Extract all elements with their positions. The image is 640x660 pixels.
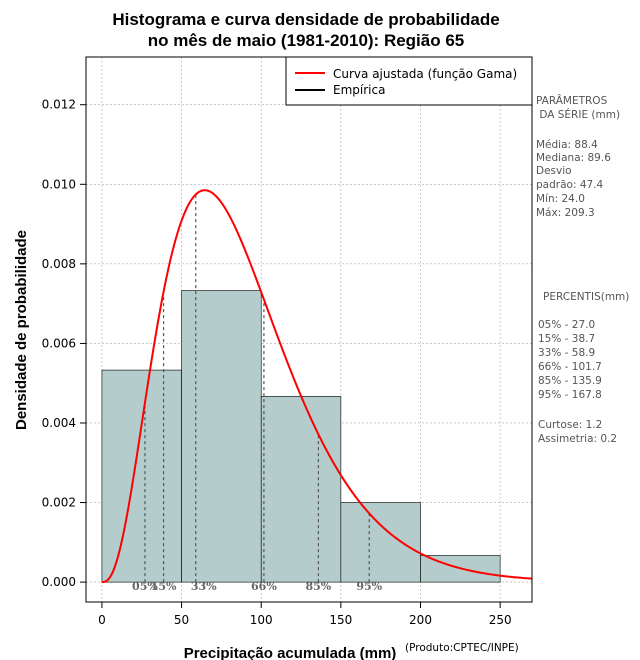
series-parameters-panel: PARÂMETROS DA SÉRIE (mm) Média: 88.4 Med…: [536, 94, 629, 445]
stat-kurtosis: Curtose: 1.2: [538, 419, 602, 431]
stat-skewness: Assimetria: 0.2: [538, 433, 617, 445]
parameters-heading-2: DA SÉRIE (mm): [536, 108, 620, 121]
percentile-label-05%: 05%: [132, 580, 158, 593]
percentile-label-33%: 33%: [191, 580, 217, 593]
percentile-33: 33% - 58.9: [538, 347, 595, 359]
y-tick-label: 0.008: [42, 257, 76, 271]
parameters-heading-1: PARÂMETROS: [536, 94, 608, 107]
stat-mean: Média: 88.4: [536, 139, 598, 151]
x-axis-label: Precipitação acumulada (mm): [184, 645, 397, 660]
x-tick-label: 200: [409, 613, 432, 627]
percentile-markers: 05%15% 33% 66% 85% 95%: [132, 194, 383, 593]
stat-stddev-1: Desvio: [536, 165, 572, 177]
percentile-66: 66% - 101.7: [538, 361, 602, 373]
chart-title-line-2: no mês de maio (1981-2010): Região 65: [148, 31, 465, 50]
x-tick-label: 250: [489, 613, 512, 627]
stat-median: Mediana: 89.6: [536, 152, 611, 164]
x-tick-label: 150: [329, 613, 352, 627]
y-tick-label: 0.004: [42, 416, 76, 430]
y-axis: 0.000 0.002 0.004 0.006 0.008 0.010 0.012: [42, 98, 86, 589]
x-axis: 0 50 100 150 200 250: [98, 602, 512, 627]
percentile-label-85%: 85%: [306, 580, 332, 593]
x-tick-label: 100: [250, 613, 273, 627]
chart-title: Histograma e curva densidade de probabil…: [112, 10, 499, 50]
percentile-label-95%: 95%: [356, 580, 382, 593]
legend-box: [285, 56, 533, 106]
percentile-15: 15% - 38.7: [538, 333, 595, 345]
stat-stddev-2: padrão: 47.4: [536, 179, 604, 191]
y-tick-label: 0.000: [42, 575, 76, 589]
percentile-95: 95% - 167.8: [538, 389, 602, 401]
percentile-05: 05% - 27.0: [538, 319, 595, 331]
y-tick-label: 0.002: [42, 496, 76, 510]
chart-title-line-1: Histograma e curva densidade de probabil…: [112, 10, 499, 29]
y-tick-label: 0.010: [42, 177, 76, 191]
percentile-85: 85% - 135.9: [538, 375, 602, 387]
histogram-bar-0: [101, 369, 182, 583]
histogram-bar-2: [260, 396, 342, 583]
percentile-label-15%: 15%: [151, 580, 177, 593]
y-tick-label: 0.012: [42, 98, 76, 112]
histogram-bar-3: [340, 502, 421, 583]
y-axis-label: Densidade de probabilidade: [13, 230, 30, 430]
product-credit: (Produto:CPTEC/INPE): [405, 642, 519, 654]
stat-min: Mín: 24.0: [536, 193, 585, 205]
histogram-bars: [101, 290, 501, 583]
histogram-bar-1: [181, 290, 262, 583]
x-tick-label: 50: [174, 613, 189, 627]
legend: Curva ajustada (função Gama) Empírica: [285, 56, 533, 106]
percentile-label-66%: 66%: [251, 580, 277, 593]
stat-max: Máx: 209.3: [536, 207, 595, 219]
gamma-fit-curve: [101, 189, 533, 584]
legend-empirical-label: Empírica: [333, 83, 385, 97]
gamma-curve-layer: [101, 189, 533, 584]
x-tick-label: 0: [98, 613, 106, 627]
y-tick-label: 0.006: [42, 336, 76, 350]
legend-curve-label: Curva ajustada (função Gama): [333, 67, 517, 81]
percentiles-heading: PERCENTIS(mm): [543, 291, 629, 303]
